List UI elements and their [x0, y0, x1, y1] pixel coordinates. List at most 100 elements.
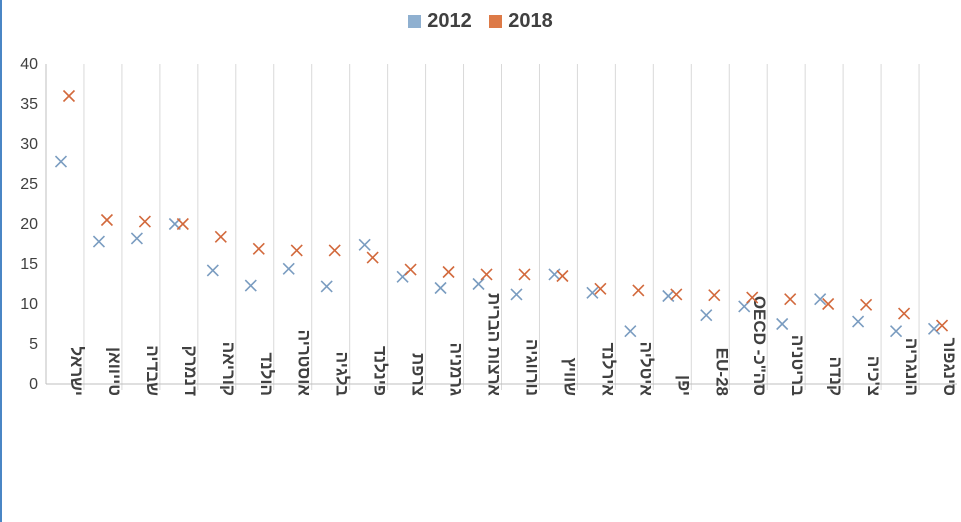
marker-2012	[662, 289, 675, 303]
x-category-label: ישראל	[67, 346, 86, 396]
y-tick-label: 15	[20, 256, 38, 273]
chart-legend: 2012 2018	[0, 10, 961, 33]
marker-stroke	[290, 244, 303, 257]
x-category-label: צ'כיה	[864, 356, 883, 396]
marker-stroke	[624, 325, 637, 338]
marker-stroke	[130, 232, 143, 245]
marker-stroke	[252, 242, 265, 255]
marker-2012	[548, 268, 561, 281]
legend-item-2018: 2018	[489, 10, 553, 33]
marker-2018	[784, 293, 797, 306]
x-category-label: איטליה	[636, 342, 655, 397]
marker-stroke	[100, 213, 114, 227]
marker-2018	[100, 213, 114, 227]
marker-2018	[214, 230, 227, 243]
marker-2018	[632, 284, 645, 297]
x-category-label: יפן	[674, 375, 693, 396]
y-tick-label: 0	[29, 376, 38, 393]
marker-2012	[510, 288, 523, 301]
y-tick-label: 25	[20, 176, 38, 193]
x-category-label: פינלנד	[371, 346, 390, 396]
x-category-label: דנמרק	[181, 346, 200, 397]
marker-stroke	[814, 293, 827, 306]
marker-2012	[472, 277, 485, 291]
marker-2012	[206, 264, 219, 277]
x-category-label: ארצות הברית	[485, 293, 504, 396]
marker-stroke	[586, 286, 599, 299]
x-category-label: אוסטריה	[295, 330, 314, 397]
marker-stroke	[404, 263, 417, 276]
x-category-label: קנדה	[826, 357, 845, 396]
marker-stroke	[138, 215, 151, 228]
marker-2012	[130, 232, 143, 245]
marker-2012	[244, 279, 257, 292]
legend-label-2018: 2018	[508, 10, 553, 32]
marker-2012	[358, 238, 371, 251]
y-tick-label: 35	[20, 96, 38, 113]
marker-stroke	[662, 289, 675, 303]
marker-2018	[138, 215, 151, 228]
marker-stroke	[776, 317, 789, 331]
x-category-label: שוויץ	[560, 358, 579, 397]
marker-2018	[252, 242, 265, 255]
marker-2018	[897, 307, 911, 320]
marker-stroke	[62, 89, 76, 103]
marker-2012	[927, 322, 941, 335]
x-category-label: טייוואן	[105, 347, 124, 396]
category-gridlines	[83, 64, 920, 390]
marker-2012	[776, 317, 789, 331]
marker-2012	[852, 315, 865, 328]
marker-stroke	[358, 238, 371, 251]
x-category-label: נורווגיה	[522, 339, 541, 396]
marker-stroke	[328, 244, 341, 257]
marker-stroke	[860, 298, 873, 311]
marker-2012	[814, 293, 827, 306]
x-category-label: קוריאה	[219, 342, 238, 396]
marker-2012	[282, 262, 295, 275]
marker-stroke	[480, 268, 493, 281]
marker-stroke	[556, 269, 569, 283]
marker-stroke	[442, 265, 455, 279]
marker-2012	[889, 325, 903, 338]
x-category-label: בריטניה	[788, 335, 807, 396]
marker-stroke	[784, 293, 797, 306]
marker-stroke	[708, 289, 721, 302]
x-category-label: צרפת	[409, 353, 428, 396]
legend-swatch-2012	[408, 15, 422, 28]
marker-stroke	[518, 268, 531, 281]
marker-stroke	[594, 282, 607, 295]
marker-2018	[328, 244, 341, 257]
x-category-label: EU-28	[712, 348, 731, 396]
legend-swatch-2018	[489, 15, 503, 28]
marker-2018	[708, 289, 721, 302]
x-category-label: הונגריה	[902, 338, 921, 396]
x-category-label: בלגיה	[333, 352, 352, 396]
x-category-label: גרמניה	[447, 343, 466, 396]
marker-2018	[935, 319, 949, 332]
marker-2018	[518, 268, 531, 281]
y-tick-label: 20	[20, 216, 38, 233]
marker-stroke	[510, 288, 523, 301]
marker-2018	[556, 269, 569, 283]
marker-stroke	[176, 217, 189, 231]
marker-stroke	[92, 235, 106, 248]
marker-stroke	[366, 251, 379, 264]
marker-stroke	[746, 291, 759, 304]
y-tick-label: 30	[20, 136, 38, 153]
marker-stroke	[822, 297, 835, 311]
marker-stroke	[206, 264, 219, 277]
marker-2018	[366, 251, 379, 264]
axes	[45, 64, 957, 385]
marker-2012	[586, 286, 599, 299]
marker-2018	[594, 282, 607, 295]
marker-stroke	[852, 315, 865, 328]
marker-2018	[62, 89, 76, 103]
marker-2012	[320, 280, 333, 293]
y-tick-label: 40	[20, 56, 38, 73]
marker-stroke	[282, 262, 295, 275]
x-axis-categories: ישראל טייוואן שבדיה דנמרק קוריאה הולנד אוסטריה…	[67, 293, 959, 396]
marker-stroke	[935, 319, 949, 332]
marker-stroke	[434, 281, 447, 295]
